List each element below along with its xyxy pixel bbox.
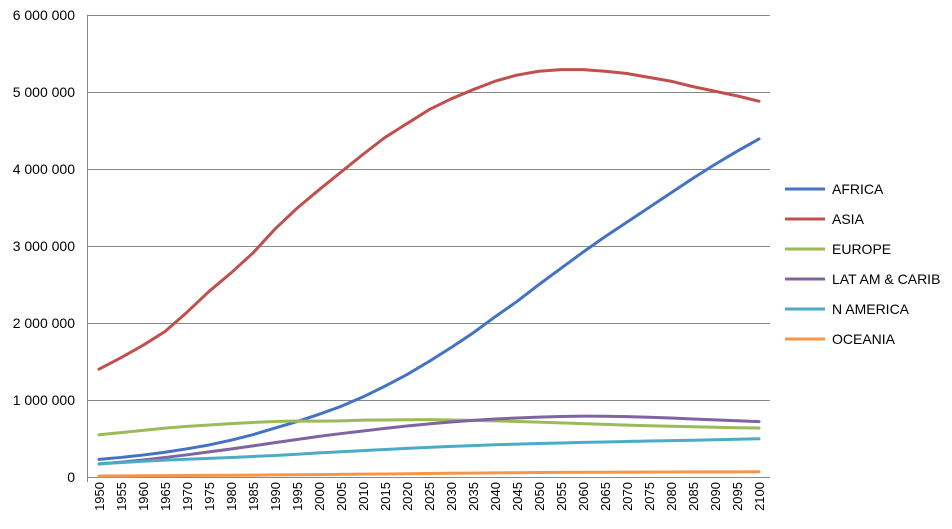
legend-label: EUROPE <box>832 241 891 257</box>
x-tick-label: 1985 <box>246 482 261 511</box>
y-tick-label: 4 000 000 <box>13 161 75 177</box>
x-tick-label: 2095 <box>730 482 745 511</box>
y-tick-label: 6 000 000 <box>13 7 75 23</box>
x-tick-label: 1960 <box>136 482 151 511</box>
series-line-oceania <box>97 470 761 478</box>
y-tick-label: 1 000 000 <box>13 392 75 408</box>
gridlines <box>87 15 770 482</box>
series-lines <box>97 68 761 478</box>
x-tick-label: 2090 <box>708 482 723 511</box>
x-axis-tick-labels: 1950 1955 1960 1965 1970 1975 1980 1985 1990 1995… <box>92 482 767 511</box>
x-tick-label: 2065 <box>598 482 613 511</box>
x-tick-label: 2055 <box>554 482 569 511</box>
x-tick-label: 1970 <box>180 482 195 511</box>
series-line-europe <box>97 418 761 437</box>
x-tick-label: 2015 <box>378 482 393 511</box>
x-tick-label: 2085 <box>686 482 701 511</box>
x-tick-label: 2020 <box>400 482 415 511</box>
series-line-asia <box>97 68 761 371</box>
legend-label: ASIA <box>832 211 865 227</box>
series-line-n-america <box>97 437 761 466</box>
x-tick-label: 1950 <box>92 482 107 511</box>
x-tick-label: 2060 <box>576 482 591 511</box>
x-tick-label: 2070 <box>620 482 635 511</box>
legend-label: LAT AM & CARIB <box>832 271 940 287</box>
x-tick-label: 1980 <box>224 482 239 511</box>
y-tick-label: 2 000 000 <box>13 315 75 331</box>
x-tick-label: 2010 <box>356 482 371 511</box>
x-tick-label: 1975 <box>202 482 217 511</box>
x-tick-label: 1965 <box>158 482 173 511</box>
x-tick-label: 2025 <box>422 482 437 511</box>
x-tick-label: 2045 <box>510 482 525 511</box>
series-line-lat-am-carib <box>97 414 761 466</box>
x-tick-label: 2075 <box>642 482 657 511</box>
x-tick-label: 2100 <box>752 482 767 511</box>
x-tick-label: 2030 <box>444 482 459 511</box>
x-tick-label: 2005 <box>334 482 349 511</box>
legend-label: N AMERICA <box>832 301 910 317</box>
legend: AFRICA ASIA EUROPE LAT AM & CARIB N AMERICA O… <box>785 181 940 347</box>
x-tick-label: 2080 <box>664 482 679 511</box>
x-tick-label: 1955 <box>114 482 129 511</box>
y-axis-tick-labels: 0 1 000 000 2 000 000 3 000 000 4 000 000 5 0… <box>13 7 76 485</box>
x-tick-label: 1995 <box>290 482 305 511</box>
series-line-africa <box>97 137 761 461</box>
x-tick-label: 1990 <box>268 482 283 511</box>
x-tick-label: 2000 <box>312 482 327 511</box>
x-tick-label: 2040 <box>488 482 503 511</box>
legend-label: AFRICA <box>832 181 884 197</box>
legend-label: OCEANIA <box>832 331 896 347</box>
x-tick-label: 2035 <box>466 482 481 511</box>
y-tick-label: 5 000 000 <box>13 84 75 100</box>
y-tick-label: 0 <box>67 469 75 485</box>
x-tick-label: 2050 <box>532 482 547 511</box>
y-tick-label: 3 000 000 <box>13 238 75 254</box>
